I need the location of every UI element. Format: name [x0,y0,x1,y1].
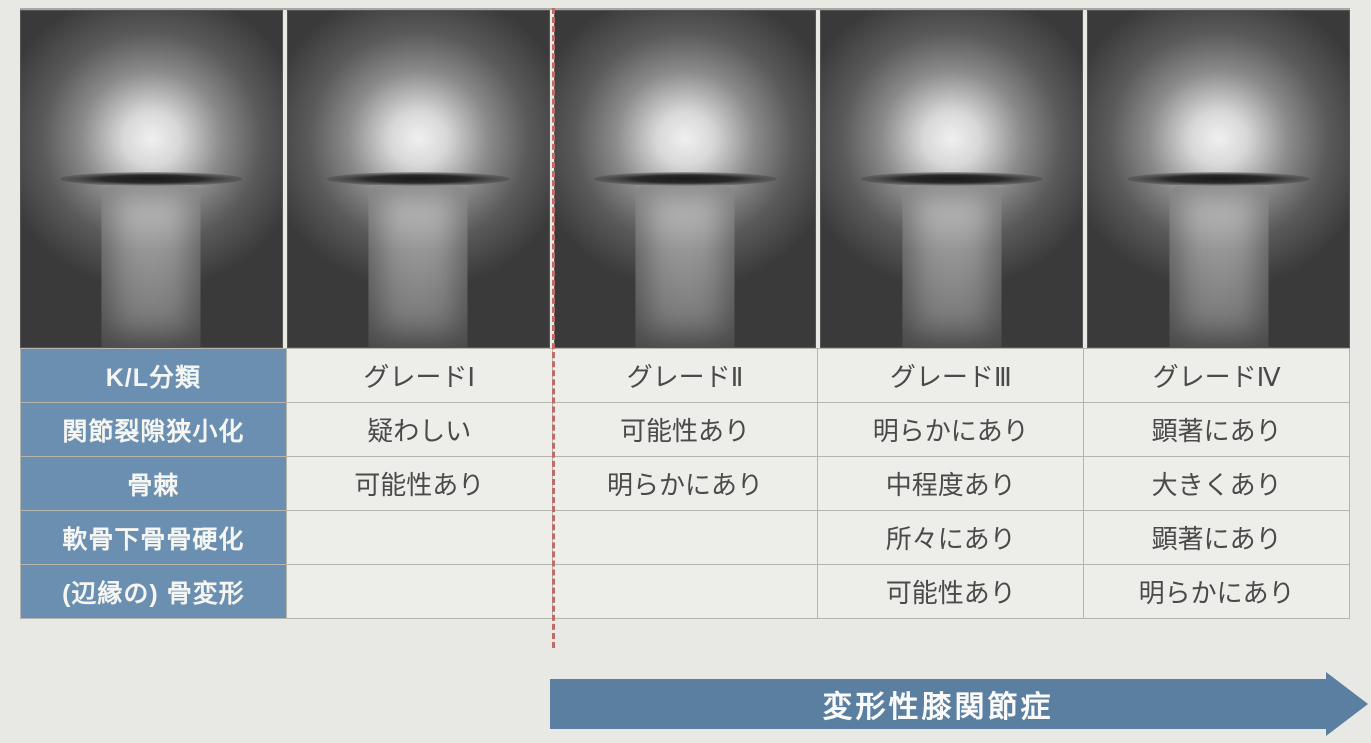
table-cell [552,511,818,565]
xray-grade-4 [1087,10,1350,348]
xray-row [20,8,1350,348]
diagnosis-arrow: 変形性膝関節症 [550,676,1368,732]
table-row: 骨棘 可能性あり 明らかにあり 中程度あり 大きくあり [21,457,1350,511]
table-cell: 明らかにあり [552,457,818,511]
row-header: (辺縁の) 骨変形 [21,565,287,619]
table-cell: 可能性あり [286,457,552,511]
table-cell: 明らかにあり [818,403,1084,457]
table-cell: 大きくあり [1084,457,1350,511]
table-cell [552,565,818,619]
table-row: (辺縁の) 骨変形 可能性あり 明らかにあり [21,565,1350,619]
table-cell: グレードⅢ [818,349,1084,403]
table-cell: 可能性あり [552,403,818,457]
table-cell: 明らかにあり [1084,565,1350,619]
xray-grade-0 [20,10,283,348]
table-cell: 可能性あり [818,565,1084,619]
xray-grade-2 [554,10,817,348]
table-row: K/L分類 グレードⅠ グレードⅡ グレードⅢ グレードⅣ [21,349,1350,403]
row-header: K/L分類 [21,349,287,403]
table-row: 軟骨下骨骨硬化 所々にあり 顕著にあり [21,511,1350,565]
table-cell [286,511,552,565]
table-cell: 中程度あり [818,457,1084,511]
arrow-label: 変形性膝関節症 [550,679,1326,729]
table-cell: グレードⅡ [552,349,818,403]
table-cell: 疑わしい [286,403,552,457]
arrow-head-icon [1326,672,1368,736]
table-row: 関節裂隙狭小化 疑わしい 可能性あり 明らかにあり 顕著にあり [21,403,1350,457]
table-cell [286,565,552,619]
row-header: 骨棘 [21,457,287,511]
classification-table: K/L分類 グレードⅠ グレードⅡ グレードⅢ グレードⅣ 関節裂隙狭小化 疑わ… [20,348,1350,619]
xray-grade-1 [287,10,550,348]
xray-grade-3 [820,10,1083,348]
table-cell: グレードⅣ [1084,349,1350,403]
table-cell: グレードⅠ [286,349,552,403]
row-header: 関節裂隙狭小化 [21,403,287,457]
grade-divider-line [552,8,555,648]
row-header: 軟骨下骨骨硬化 [21,511,287,565]
table-cell: 顕著にあり [1084,403,1350,457]
kl-classification-figure: K/L分類 グレードⅠ グレードⅡ グレードⅢ グレードⅣ 関節裂隙狭小化 疑わ… [20,8,1350,619]
table-cell: 所々にあり [818,511,1084,565]
table-cell: 顕著にあり [1084,511,1350,565]
